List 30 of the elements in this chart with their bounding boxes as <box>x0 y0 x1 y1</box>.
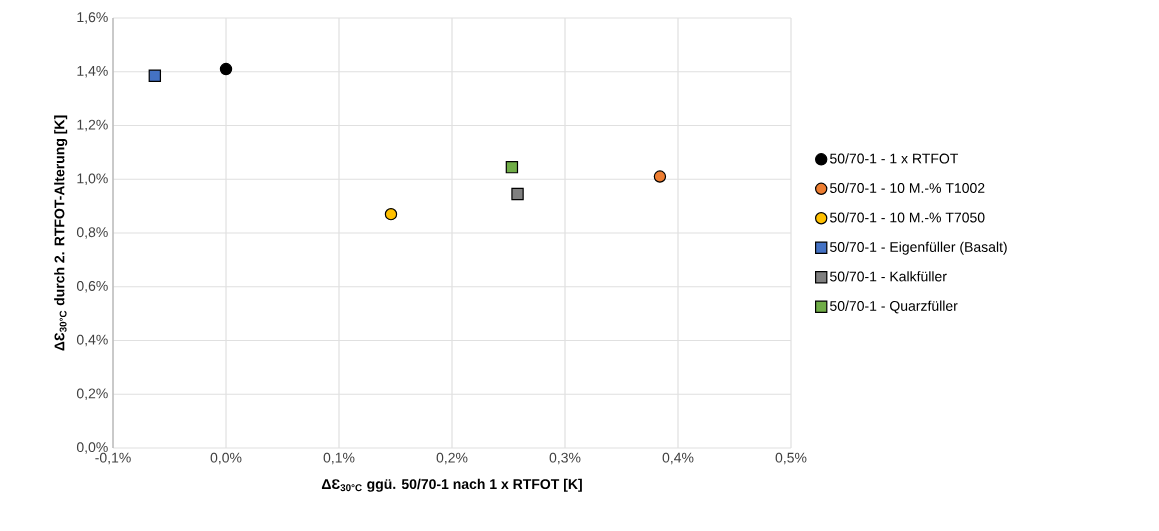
x-tick-label: 0,1% <box>323 452 355 465</box>
point <box>653 170 667 183</box>
point <box>384 207 398 221</box>
y-tick-label: 1,0% <box>77 173 108 186</box>
y-tick-label: 1,4% <box>77 66 108 78</box>
legend-label: 50/70-1 - 10 M.-% T7050 <box>830 212 985 223</box>
y-tick-label: 0,0% <box>76 442 108 454</box>
x-tick-label: 0,0% <box>210 452 242 465</box>
y-tick-label: 0,2% <box>76 388 108 401</box>
point <box>505 160 519 174</box>
legend-label: 50/70-1 - Kalkfüller <box>830 271 947 282</box>
x-tick-label: 0,5% <box>775 452 807 465</box>
y-tick-label: 0,6% <box>76 280 108 293</box>
x-tick-label: 0,2% <box>436 452 468 465</box>
y-tick-label: 1,2% <box>77 119 108 132</box>
point <box>219 62 233 76</box>
y-tick-label: 1,6% <box>77 12 108 24</box>
x-tick-label: 0,3% <box>549 452 581 465</box>
legend-label: 50/70-1 - Eigenfüller (Basalt) <box>830 241 1007 255</box>
point <box>148 69 162 82</box>
legend-label: 50/70-1 - 1 x RTFOT <box>830 153 959 164</box>
y-tick-label: 0,4% <box>76 334 108 347</box>
y-axis-title: ΔƐ$_{30°C}$ durch 2. RTFOT-Alterung [K] <box>54 115 68 351</box>
x-tick-label: -0,1% <box>95 452 131 465</box>
x-axis-title: ΔƐ$_{30°C}$ ggü. 50/70-1 nach 1 x RTFOT [K] <box>321 478 582 492</box>
x-tick-label: 0,4% <box>662 452 694 465</box>
y-tick-label: 0,8% <box>76 227 108 239</box>
legend-label: 50/70-1 - 10 M.-% T1002 <box>830 182 985 193</box>
legend-label: 50/70-1 - Quarzfüller <box>830 300 958 314</box>
point <box>511 187 524 201</box>
